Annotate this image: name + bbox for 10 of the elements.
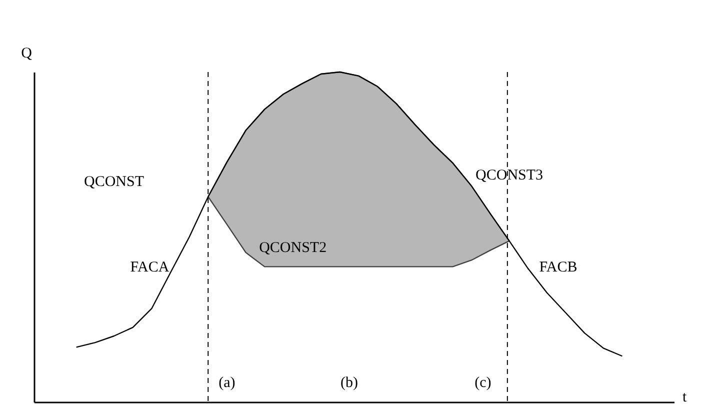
annotation: FACB bbox=[539, 260, 578, 276]
y-axis-title: Q bbox=[21, 46, 32, 62]
annotation: FACA bbox=[130, 260, 170, 276]
annotation: QCONST2 bbox=[259, 240, 327, 256]
annotation: QCONST3 bbox=[476, 167, 544, 184]
x-axis-title: t bbox=[682, 390, 688, 406]
annotation: (c) bbox=[474, 375, 492, 392]
annotation: QCONST bbox=[84, 174, 144, 190]
annotation: (b) bbox=[340, 375, 358, 392]
annotation: (a) bbox=[218, 375, 236, 392]
